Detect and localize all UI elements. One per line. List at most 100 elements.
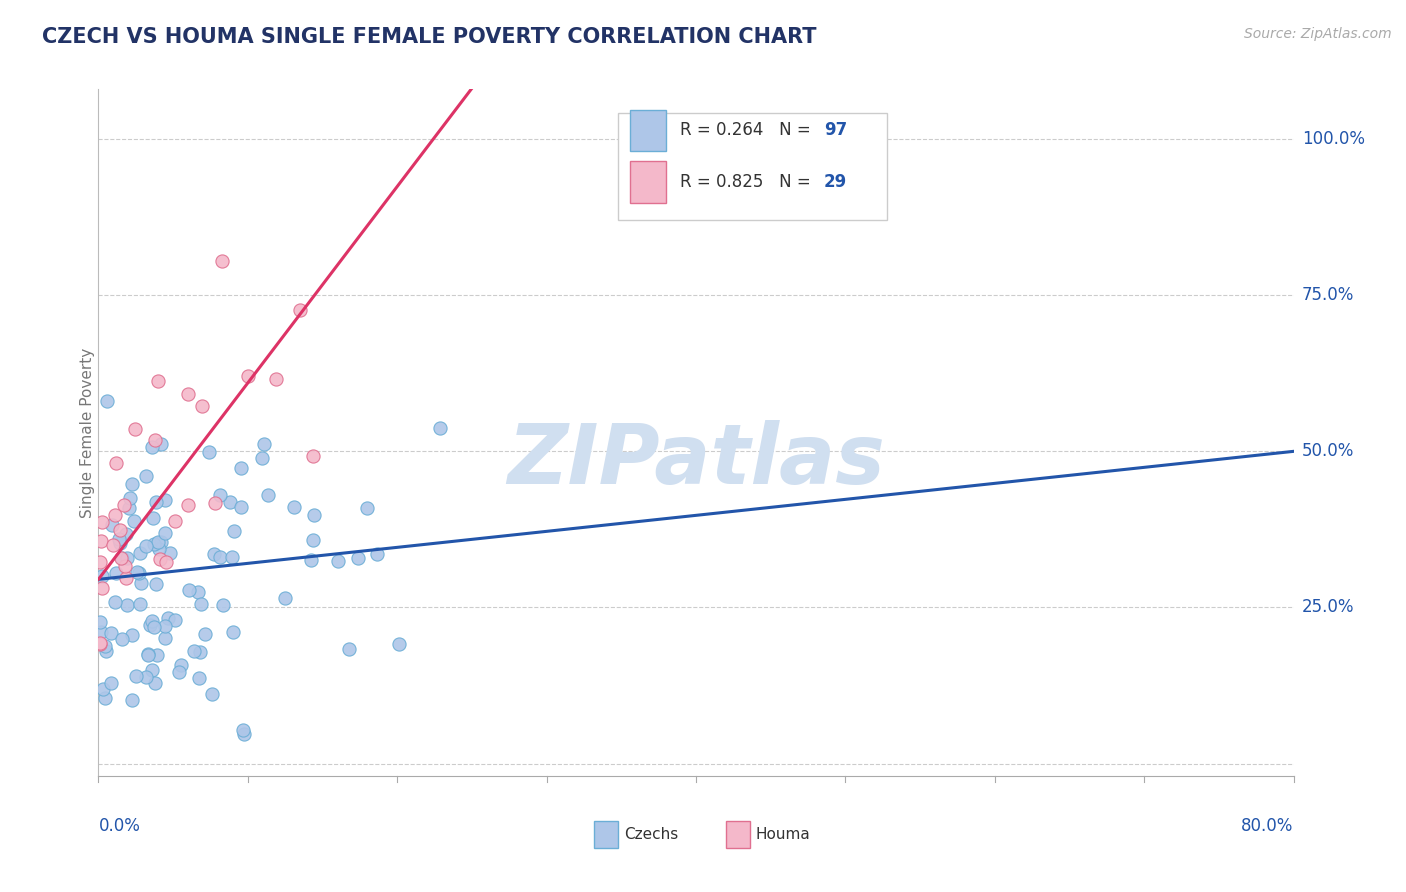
Point	[135, 670, 157, 684]
Text: 25.0%: 25.0%	[1302, 599, 1354, 616]
Point	[155, 556, 177, 570]
FancyBboxPatch shape	[630, 161, 666, 202]
Text: 50.0%: 50.0%	[1302, 442, 1354, 460]
Point	[204, 496, 226, 510]
Point	[211, 254, 233, 268]
Point	[145, 494, 167, 508]
Point	[89, 636, 111, 650]
Point	[121, 628, 143, 642]
Point	[141, 614, 163, 628]
Point	[222, 625, 245, 640]
Point	[337, 641, 360, 656]
Point	[143, 433, 166, 447]
Point	[159, 546, 181, 560]
Point	[149, 437, 172, 451]
Point	[153, 619, 176, 633]
Point	[208, 550, 231, 565]
Point	[149, 552, 172, 566]
Text: R = 0.825   N =: R = 0.825 N =	[681, 173, 817, 191]
FancyBboxPatch shape	[595, 821, 619, 848]
Point	[142, 511, 165, 525]
Point	[91, 568, 114, 582]
Point	[188, 671, 211, 685]
Point	[283, 500, 305, 515]
Point	[129, 546, 152, 560]
Point	[139, 618, 162, 632]
FancyBboxPatch shape	[619, 113, 887, 219]
Point	[149, 535, 172, 549]
Point	[91, 682, 114, 697]
Point	[232, 723, 254, 738]
Point	[153, 492, 176, 507]
Point	[163, 613, 186, 627]
Point	[302, 449, 325, 463]
Point	[141, 440, 163, 454]
Point	[105, 456, 128, 470]
Point	[93, 639, 115, 653]
Point	[96, 393, 118, 408]
Point	[135, 469, 157, 483]
Point	[221, 549, 243, 564]
Point	[233, 726, 256, 740]
Text: 75.0%: 75.0%	[1302, 286, 1354, 304]
Point	[194, 627, 217, 641]
Text: Source: ZipAtlas.com: Source: ZipAtlas.com	[1244, 27, 1392, 41]
Point	[117, 551, 139, 566]
Text: Czechs: Czechs	[624, 827, 679, 842]
Point	[218, 495, 240, 509]
Point	[429, 421, 451, 435]
Point	[136, 648, 159, 663]
Point	[117, 598, 139, 612]
Point	[146, 535, 169, 549]
Point	[250, 450, 273, 465]
Point	[104, 508, 127, 522]
FancyBboxPatch shape	[725, 821, 749, 848]
Point	[108, 523, 131, 537]
Point	[198, 445, 221, 459]
Point	[91, 516, 114, 530]
Text: 80.0%: 80.0%	[1241, 817, 1294, 835]
Point	[100, 626, 122, 640]
Point	[177, 582, 200, 597]
Text: 0.0%: 0.0%	[98, 817, 141, 835]
Point	[366, 547, 388, 561]
Point	[266, 372, 288, 386]
Point	[111, 632, 134, 646]
Point	[143, 676, 166, 690]
Point	[122, 514, 145, 528]
Point	[108, 536, 131, 550]
Point	[274, 591, 297, 605]
Point	[163, 514, 186, 528]
Point	[91, 581, 114, 595]
Point	[89, 555, 111, 569]
Point	[170, 658, 193, 673]
Point	[104, 595, 127, 609]
Point	[128, 597, 150, 611]
Point	[388, 637, 411, 651]
Point	[90, 625, 112, 640]
Point	[256, 488, 278, 502]
Point	[101, 538, 124, 552]
Point	[108, 533, 131, 547]
Point	[105, 566, 128, 581]
Text: CZECH VS HOUMA SINGLE FEMALE POVERTY CORRELATION CHART: CZECH VS HOUMA SINGLE FEMALE POVERTY COR…	[42, 27, 817, 46]
Text: R = 0.264   N =: R = 0.264 N =	[681, 121, 817, 139]
Point	[136, 647, 159, 661]
Point	[121, 692, 143, 706]
FancyBboxPatch shape	[630, 110, 666, 151]
Point	[302, 533, 325, 547]
Point	[146, 374, 169, 388]
Point	[201, 687, 224, 701]
Point	[142, 620, 165, 634]
Point	[145, 577, 167, 591]
Point	[176, 498, 198, 512]
Point	[94, 644, 117, 658]
Point	[177, 386, 200, 401]
Point	[156, 610, 179, 624]
Point	[347, 550, 370, 565]
Point	[224, 524, 246, 538]
Point	[328, 554, 350, 568]
Point	[252, 437, 274, 451]
Point	[236, 368, 259, 383]
Point	[94, 690, 117, 705]
